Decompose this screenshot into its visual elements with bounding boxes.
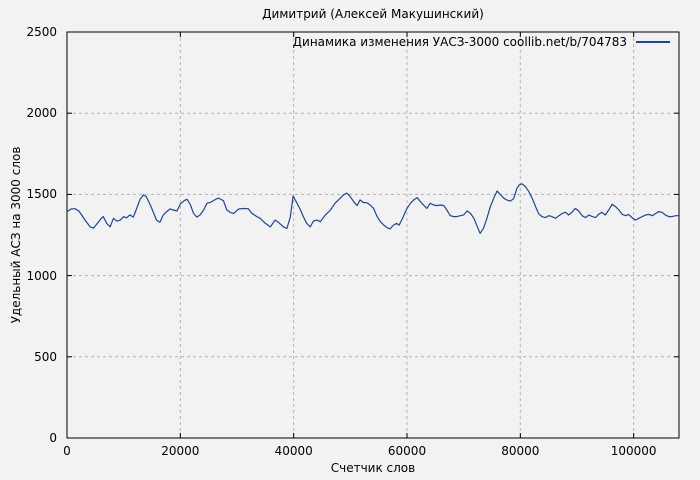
y-tick-label: 1500: [26, 187, 57, 202]
x-tick-label: 0: [63, 444, 71, 458]
y-tick-label: 0: [49, 431, 57, 445]
y-tick-label: 500: [34, 349, 57, 364]
x-axis-title: Счетчик слов: [330, 461, 416, 475]
legend: Динамика изменения УАСЗ-3000 coollib.net…: [293, 35, 670, 49]
data-line: [66, 183, 679, 234]
x-tick-label: 60000: [387, 444, 427, 458]
y-tick-label: 1000: [26, 268, 57, 283]
x-tick-label: 100000: [610, 444, 657, 458]
chart-title: Димитрий (Алексей Макушинский): [262, 7, 484, 21]
legend-label: Динамика изменения УАСЗ-3000 coollib.net…: [292, 35, 627, 49]
y-tick-label: 2500: [26, 25, 57, 39]
x-tick-label: 20000: [161, 444, 200, 458]
legend-line-sample: [636, 41, 670, 43]
x-tick-label: 80000: [501, 444, 540, 458]
y-axis-title: Удельный АСЗ на 3000 слов: [9, 146, 23, 324]
y-tick-label: 2000: [26, 106, 57, 121]
x-tick-label: 40000: [274, 444, 313, 458]
plot-border: [66, 31, 680, 439]
